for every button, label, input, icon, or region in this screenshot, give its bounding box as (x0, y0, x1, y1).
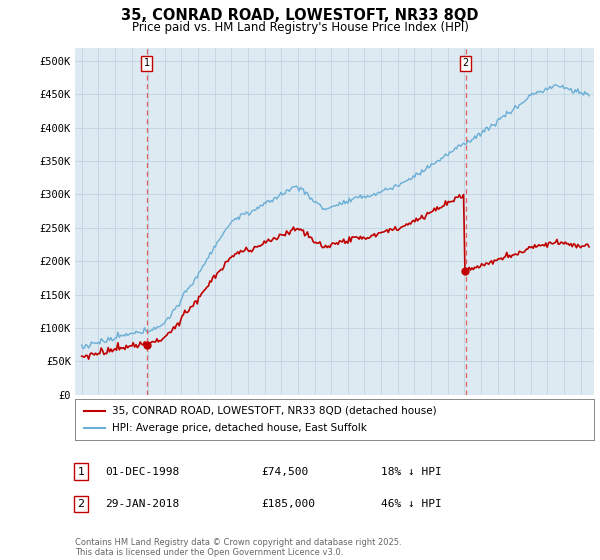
Text: HPI: Average price, detached house, East Suffolk: HPI: Average price, detached house, East… (112, 423, 367, 433)
Text: £74,500: £74,500 (261, 466, 308, 477)
Text: 01-DEC-1998: 01-DEC-1998 (105, 466, 179, 477)
Text: 1: 1 (144, 58, 150, 68)
Text: 35, CONRAD ROAD, LOWESTOFT, NR33 8QD (detached house): 35, CONRAD ROAD, LOWESTOFT, NR33 8QD (de… (112, 405, 437, 416)
Text: £185,000: £185,000 (261, 499, 315, 509)
Text: 35, CONRAD ROAD, LOWESTOFT, NR33 8QD: 35, CONRAD ROAD, LOWESTOFT, NR33 8QD (121, 8, 479, 24)
Text: 1: 1 (77, 466, 85, 477)
Text: 46% ↓ HPI: 46% ↓ HPI (381, 499, 442, 509)
Text: 2: 2 (463, 58, 469, 68)
Text: 2: 2 (77, 499, 85, 509)
Text: 29-JAN-2018: 29-JAN-2018 (105, 499, 179, 509)
Text: 18% ↓ HPI: 18% ↓ HPI (381, 466, 442, 477)
Text: Contains HM Land Registry data © Crown copyright and database right 2025.
This d: Contains HM Land Registry data © Crown c… (75, 538, 401, 557)
Text: Price paid vs. HM Land Registry's House Price Index (HPI): Price paid vs. HM Land Registry's House … (131, 21, 469, 34)
